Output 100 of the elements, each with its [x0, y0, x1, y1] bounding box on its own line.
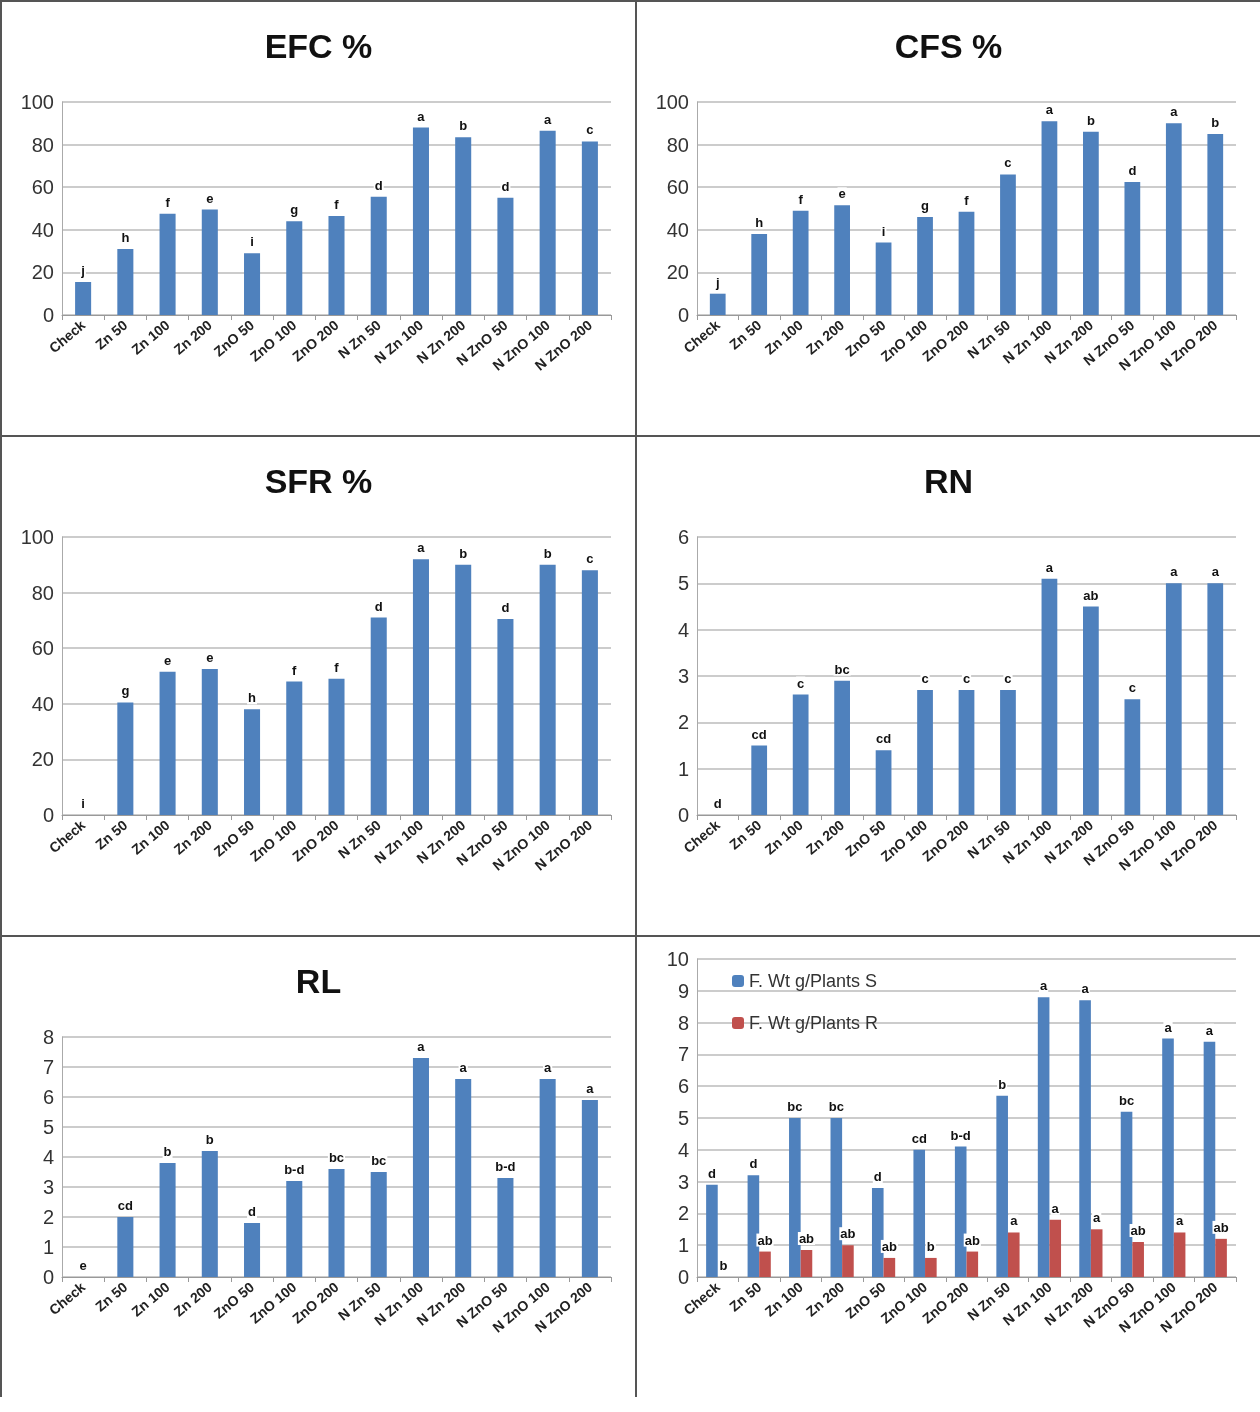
data-label: a	[1051, 1200, 1060, 1216]
bar	[328, 215, 345, 315]
data-label: d	[501, 600, 510, 616]
bar	[581, 1100, 598, 1277]
data-label: b	[926, 1238, 935, 1254]
bar	[1049, 1219, 1062, 1277]
data-label: i	[81, 796, 85, 811]
bar	[539, 130, 556, 315]
x-tick-label: Zn 50	[92, 316, 131, 353]
x-tick-label: Zn 100	[128, 1278, 173, 1320]
y-tick-label: 3	[677, 665, 689, 687]
data-label: b	[1211, 114, 1220, 130]
bar	[1000, 174, 1016, 315]
bar	[1090, 1229, 1103, 1277]
data-label: b	[998, 1076, 1007, 1092]
bar	[455, 137, 472, 315]
bar	[706, 1184, 718, 1277]
data-label: a	[1170, 564, 1179, 580]
data-label: e	[79, 1258, 87, 1273]
chart-title: RN	[923, 462, 974, 500]
bar	[913, 1149, 926, 1277]
bar	[834, 205, 850, 315]
bar	[328, 1169, 345, 1277]
bar	[201, 669, 218, 815]
x-tick-label: Zn 50	[92, 1278, 131, 1315]
y-tick-label: 6	[42, 1086, 54, 1108]
y-tick-label: 7	[42, 1056, 54, 1078]
bar	[875, 750, 892, 815]
data-label: a	[1045, 102, 1054, 118]
bar	[1215, 1238, 1227, 1277]
bar	[1173, 1232, 1186, 1277]
bar	[412, 559, 429, 815]
y-tick-label: 0	[677, 304, 689, 326]
bar	[751, 745, 768, 815]
y-tick-label: 0	[677, 1266, 689, 1288]
chart-title: RL	[295, 962, 342, 1000]
data-label: bc	[787, 1099, 803, 1114]
y-tick-label: 5	[677, 572, 689, 595]
y-tick-label: 9	[677, 979, 689, 1002]
bar	[201, 209, 218, 315]
data-label: c	[921, 670, 929, 686]
y-tick-label: 0	[42, 304, 54, 326]
bar	[709, 293, 726, 315]
data-label: b-d	[950, 1127, 971, 1143]
y-tick-label: 0	[42, 1266, 54, 1288]
y-tick-label: 7	[677, 1043, 689, 1066]
data-label: a	[544, 1060, 553, 1075]
chart-title: CFS %	[894, 27, 1003, 65]
bar	[1079, 1000, 1091, 1277]
bar	[1162, 1038, 1174, 1277]
y-tick-label: 5	[677, 1107, 689, 1129]
data-label: a	[1170, 104, 1179, 120]
data-label: ab	[840, 1226, 856, 1242]
data-label: e	[206, 190, 214, 206]
bar	[159, 213, 176, 315]
bar	[751, 234, 768, 315]
y-tick-label: 4	[42, 1146, 54, 1168]
bar	[883, 1257, 896, 1277]
bar	[1207, 133, 1224, 315]
data-label: a	[1205, 1022, 1214, 1038]
bar	[159, 1163, 176, 1277]
bar	[966, 1251, 979, 1277]
data-label: e	[838, 186, 846, 202]
y-tick-label: 20	[31, 261, 54, 284]
data-label: bc	[328, 1150, 345, 1165]
data-label: f	[798, 191, 804, 207]
chart-title: SFR %	[264, 462, 373, 500]
bar	[917, 689, 933, 815]
bar	[244, 253, 261, 315]
data-label: h	[755, 215, 764, 231]
data-label: b	[459, 545, 468, 561]
data-label: ab	[1083, 587, 1099, 603]
y-tick-label: 20	[666, 261, 689, 284]
bar	[1000, 689, 1016, 815]
data-label: a	[1081, 981, 1090, 997]
data-label: ab	[964, 1232, 980, 1248]
data-label: a	[1211, 564, 1220, 580]
bar	[925, 1257, 937, 1277]
x-tick-label: Zn 100	[128, 816, 173, 858]
y-tick-label: 40	[31, 692, 54, 715]
data-label: g	[921, 198, 930, 214]
bar	[1120, 1111, 1133, 1277]
data-label: ab	[1130, 1223, 1146, 1239]
y-tick-label: 5	[42, 1116, 54, 1138]
x-tick-label: Zn 100	[128, 316, 173, 358]
y-tick-label: 3	[677, 1170, 689, 1193]
data-label: h	[248, 690, 257, 706]
bar	[954, 1146, 967, 1277]
data-label: g	[290, 202, 299, 218]
data-label: h	[121, 229, 130, 245]
bar	[497, 619, 514, 815]
bar	[1007, 1232, 1020, 1277]
legend-label: F. Wt g/Plants R	[749, 1013, 879, 1033]
y-tick-label: 100	[20, 91, 54, 113]
bar	[581, 570, 598, 815]
y-tick-label: 0	[677, 804, 689, 826]
data-label: d	[749, 1156, 758, 1172]
y-tick-label: 100	[655, 91, 689, 113]
bar	[117, 248, 134, 315]
bar	[1041, 578, 1058, 815]
